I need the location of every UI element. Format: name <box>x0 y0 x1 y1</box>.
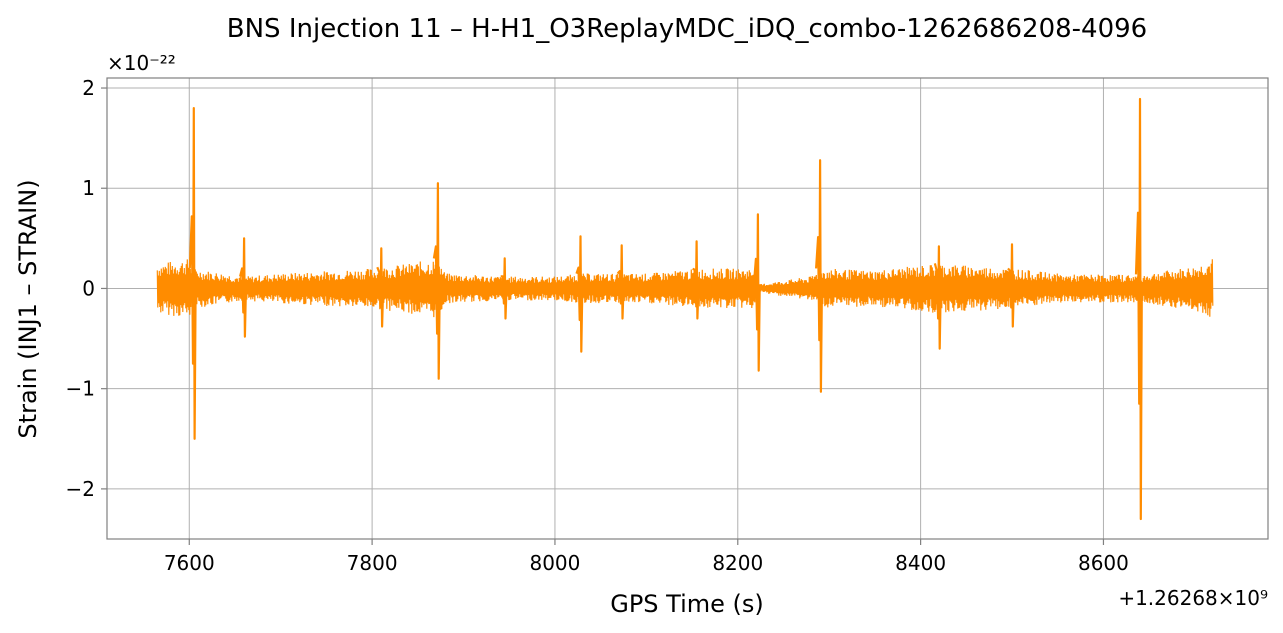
y-multiplier-label: ×10⁻²² <box>107 51 176 75</box>
x-axis-label: GPS Time (s) <box>610 590 764 618</box>
y-tick-label: −1 <box>66 377 95 401</box>
x-offset-label: +1.26268×10⁹ <box>1118 586 1268 610</box>
spike <box>376 247 385 328</box>
chart-title: BNS Injection 11 – H-H1_O3ReplayMDC_iDQ_… <box>227 14 1147 44</box>
x-tick-label: 8600 <box>1078 551 1129 575</box>
spike <box>616 244 625 320</box>
x-tick-label: 8000 <box>529 551 580 575</box>
spike <box>432 182 441 380</box>
y-tick-label: −2 <box>66 477 95 501</box>
spike <box>752 213 761 372</box>
y-axis-label: Strain (INJ1 – STRAIN) <box>14 179 42 438</box>
spike <box>933 245 942 350</box>
y-tick-label: 2 <box>82 76 95 100</box>
y-tick-label: 0 <box>82 276 95 300</box>
series-waveform <box>156 259 1214 318</box>
y-tick-label: 1 <box>82 176 95 200</box>
x-tick-label: 8200 <box>712 551 763 575</box>
x-tick-label: 7800 <box>347 551 398 575</box>
x-tick-label: 8400 <box>895 551 946 575</box>
spike <box>692 240 700 320</box>
spike <box>1007 243 1015 328</box>
spike <box>575 235 584 353</box>
spike <box>188 107 197 440</box>
spike <box>815 159 823 393</box>
spike <box>500 257 508 320</box>
y-ticks: −2 −1 0 1 2 <box>66 76 107 501</box>
x-tick-label: 7600 <box>164 551 215 575</box>
grid <box>107 78 1268 539</box>
x-ticks: 7600 7800 8000 8200 8400 8600 <box>164 539 1129 575</box>
spike <box>239 237 247 338</box>
series-line <box>156 97 1214 521</box>
spike <box>1134 97 1143 521</box>
plot-frame <box>106 77 1269 540</box>
